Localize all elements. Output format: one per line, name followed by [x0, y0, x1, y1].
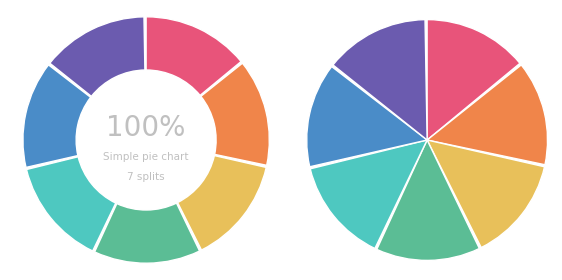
Circle shape: [77, 71, 215, 209]
Text: 100%: 100%: [106, 114, 186, 142]
Wedge shape: [178, 156, 266, 250]
Wedge shape: [427, 140, 545, 248]
Wedge shape: [146, 17, 241, 95]
Wedge shape: [23, 65, 90, 167]
Text: 7 splits: 7 splits: [128, 172, 165, 182]
Wedge shape: [26, 157, 116, 251]
Wedge shape: [307, 67, 427, 167]
Wedge shape: [94, 203, 200, 263]
Wedge shape: [310, 140, 427, 248]
Wedge shape: [333, 20, 427, 140]
Wedge shape: [427, 65, 547, 165]
Text: Simple pie chart: Simple pie chart: [103, 152, 189, 162]
Wedge shape: [427, 20, 520, 140]
Wedge shape: [201, 63, 269, 165]
Wedge shape: [377, 140, 479, 260]
Wedge shape: [50, 17, 145, 96]
